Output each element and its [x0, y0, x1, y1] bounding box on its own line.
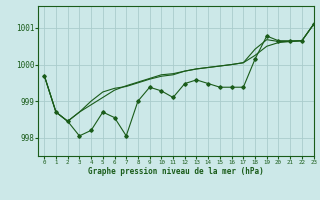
X-axis label: Graphe pression niveau de la mer (hPa): Graphe pression niveau de la mer (hPa)	[88, 167, 264, 176]
